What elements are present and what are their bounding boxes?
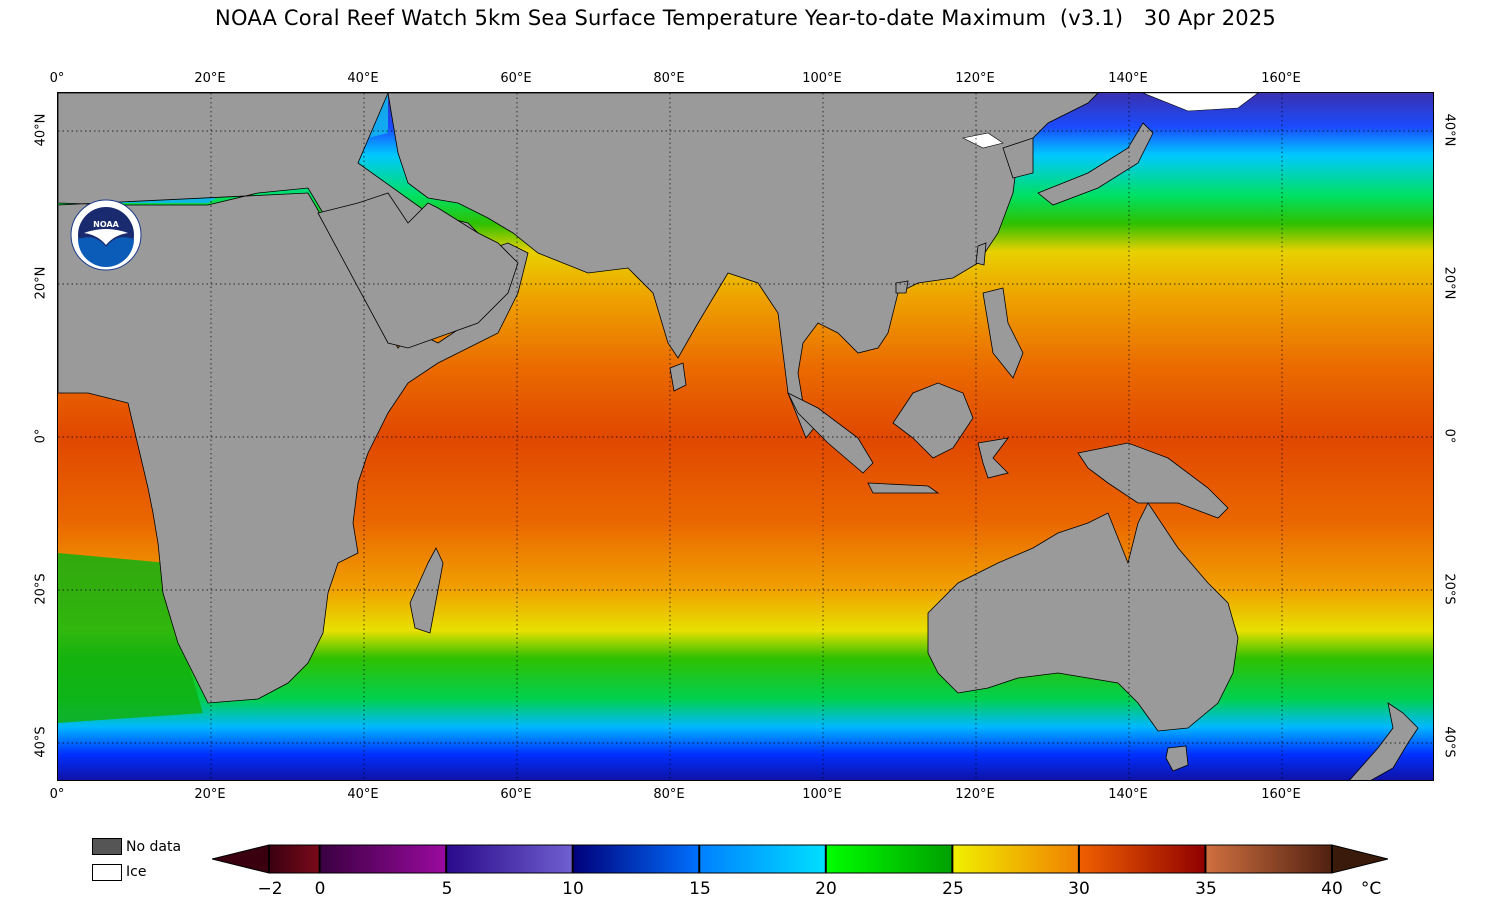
graticule (58, 93, 1433, 780)
sst-map-canvas: NOAA (58, 93, 1433, 780)
colorbar-tick-label: 5 (441, 879, 453, 899)
lon-tick-top: 140°E (1108, 71, 1148, 86)
land-tasmania (1165, 745, 1189, 772)
sst-map: NOAA (57, 92, 1434, 781)
lon-tick-top: 0° (49, 71, 65, 86)
lat-tick-left: 20°S (33, 573, 49, 605)
lat-tick-left: 40°N (33, 113, 49, 147)
lon-tick-top: 60°E (500, 71, 532, 86)
temperature-colorbar (212, 844, 1388, 874)
land-hainan (895, 280, 909, 294)
colorbar-min-extend (212, 844, 270, 874)
lon-tick-top: 100°E (802, 71, 842, 86)
ice-region (1142, 93, 1259, 112)
colorbar-unit: °C (1360, 879, 1382, 899)
lon-tick-bottom: 60°E (500, 787, 532, 802)
land-madagascar (409, 547, 444, 634)
colorbar-tick-label: 15 (689, 879, 711, 899)
ice-label: Ice (126, 864, 147, 880)
lon-tick-bottom: 100°E (802, 787, 842, 802)
lon-tick-bottom: 0° (49, 787, 65, 802)
colorbar-tick-label: 30 (1068, 879, 1090, 899)
lat-tick-right: 20°N (1441, 266, 1457, 300)
svg-text:NOAA: NOAA (93, 220, 119, 229)
map-title: NOAA Coral Reef Watch 5km Sea Surface Te… (215, 6, 1276, 30)
lat-tick-right: 40°S (1441, 726, 1457, 758)
lat-tick-right: 0° (1441, 428, 1457, 444)
colorbar-tick-label: −2 (257, 879, 283, 899)
lon-tick-top: 40°E (347, 71, 379, 86)
colorbar-tick-label: 10 (562, 879, 584, 899)
lat-tick-left: 0° (33, 428, 49, 444)
land-japan (1037, 122, 1154, 206)
land-taiwan (975, 242, 987, 266)
lat-tick-left: 20°N (33, 266, 49, 300)
lon-tick-top: 80°E (653, 71, 685, 86)
lon-tick-bottom: 160°E (1261, 787, 1301, 802)
lon-tick-top: 160°E (1261, 71, 1301, 86)
lat-tick-right: 40°N (1441, 113, 1457, 147)
no-data-swatch (92, 838, 122, 855)
lon-tick-top: 20°E (194, 71, 226, 86)
colorbar-max-extend (1331, 844, 1388, 874)
land-australia (927, 502, 1239, 732)
land-korea (1002, 137, 1034, 179)
no-data-label: No data (126, 839, 182, 855)
lat-tick-right: 20°S (1441, 573, 1457, 605)
land-arabia (317, 192, 519, 349)
land-new-guinea (1077, 442, 1229, 519)
colorbar-tick-label: 20 (815, 879, 837, 899)
land-philippines (982, 287, 1024, 379)
colorbar-tick-label: 40 (1321, 879, 1343, 899)
colorbar-tick-label: 0 (314, 879, 326, 899)
land-sri-lanka (669, 362, 687, 392)
colorbar-body (268, 844, 1333, 874)
ice-region (962, 132, 1004, 149)
lat-tick-left: 40°S (33, 726, 49, 758)
lon-tick-top: 120°E (955, 71, 995, 86)
lon-tick-bottom: 80°E (653, 787, 685, 802)
lon-tick-bottom: 40°E (347, 787, 379, 802)
land-africa (58, 93, 1058, 704)
lon-tick-bottom: 20°E (194, 787, 226, 802)
land-new-zealand (1349, 702, 1419, 780)
land-sulawesi (977, 437, 1009, 479)
land-java (867, 482, 940, 494)
colorbar-tick-label: 35 (1195, 879, 1217, 899)
lon-tick-bottom: 120°E (955, 787, 995, 802)
land-sumatra (787, 392, 874, 474)
noaa-logo: NOAA (70, 199, 142, 271)
lon-tick-bottom: 140°E (1108, 787, 1148, 802)
ice-swatch (92, 864, 122, 881)
colorbar-tick-label: 25 (942, 879, 964, 899)
land-borneo (892, 382, 974, 459)
